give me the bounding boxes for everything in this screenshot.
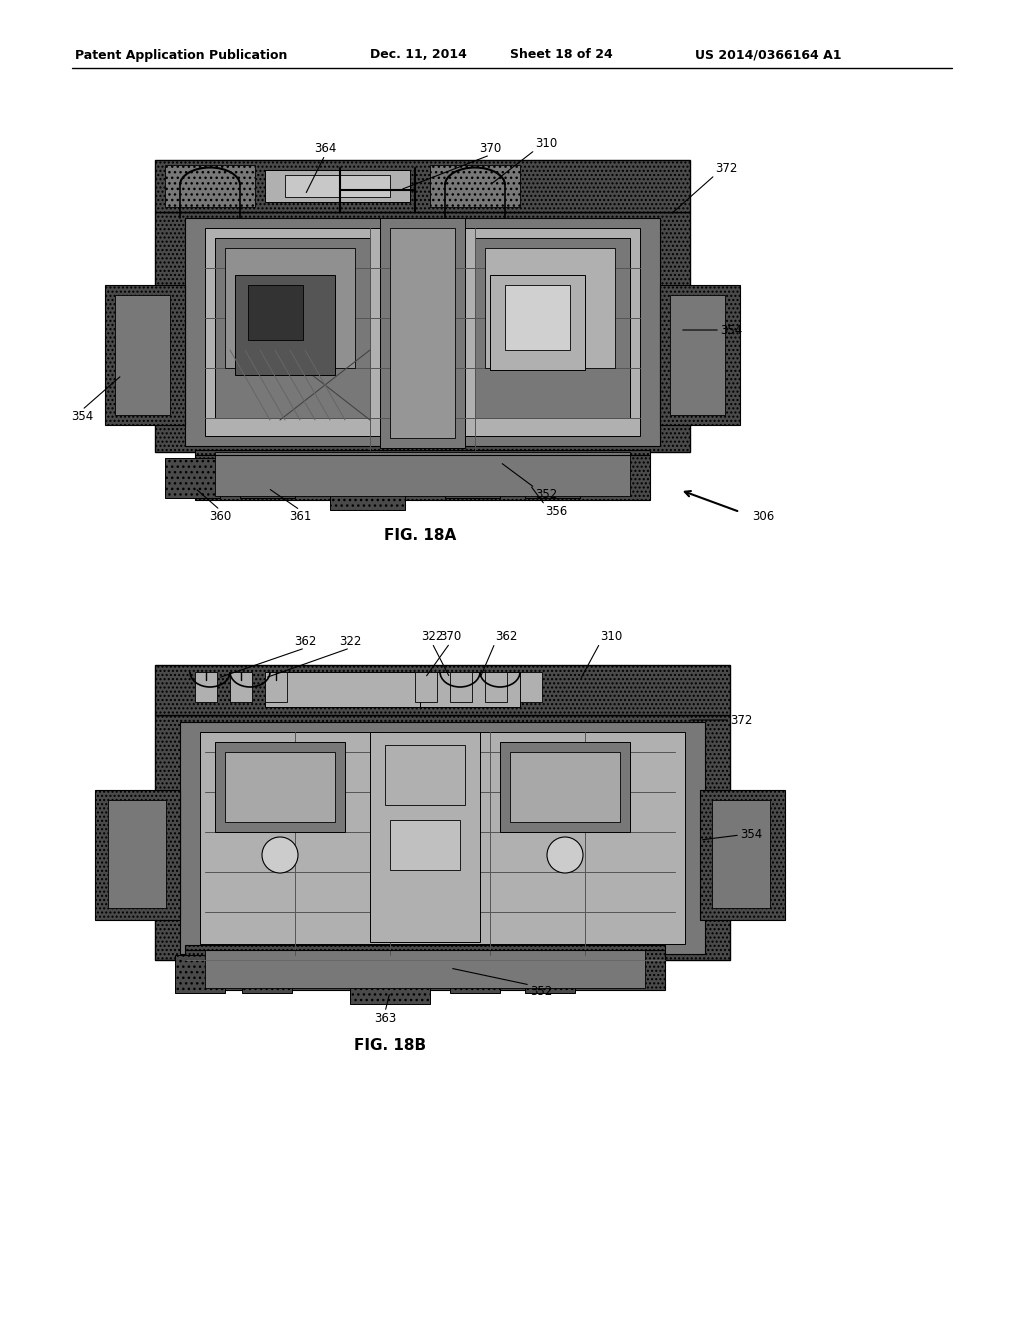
Bar	[490, 275, 585, 370]
Bar	[195, 450, 650, 500]
Bar	[155, 715, 730, 960]
Bar	[380, 218, 465, 447]
Bar	[670, 294, 725, 414]
Bar	[700, 789, 785, 920]
Text: 364: 364	[313, 143, 336, 154]
Bar	[265, 170, 410, 202]
Text: FIG. 18A: FIG. 18A	[384, 528, 456, 543]
Bar	[205, 950, 645, 987]
Bar	[155, 160, 690, 213]
Bar	[185, 218, 660, 446]
Bar	[185, 945, 665, 990]
Bar	[450, 954, 500, 993]
Text: 354: 354	[71, 411, 93, 422]
Bar	[215, 451, 630, 496]
Text: US 2014/0366164 A1: US 2014/0366164 A1	[695, 49, 842, 62]
Text: 361: 361	[289, 510, 311, 523]
Text: 362: 362	[294, 635, 316, 648]
Bar	[390, 228, 455, 438]
Text: 306: 306	[752, 510, 774, 523]
Bar	[475, 238, 630, 418]
Text: Dec. 11, 2014: Dec. 11, 2014	[370, 49, 467, 62]
Bar	[712, 800, 770, 908]
Text: Sheet 18 of 24: Sheet 18 of 24	[510, 49, 612, 62]
Circle shape	[262, 837, 298, 873]
Bar	[155, 213, 690, 451]
Bar	[115, 294, 170, 414]
Text: 360: 360	[209, 510, 231, 523]
Bar	[205, 228, 640, 436]
Text: 310: 310	[600, 630, 623, 643]
Bar	[234, 275, 335, 375]
Bar	[242, 954, 292, 993]
Bar	[390, 820, 460, 870]
Text: 363: 363	[374, 1012, 396, 1026]
Bar	[180, 722, 705, 954]
Bar	[248, 285, 303, 341]
Bar	[485, 248, 615, 368]
Bar	[175, 954, 225, 993]
Bar	[330, 455, 406, 510]
Text: FIG. 18B: FIG. 18B	[354, 1038, 426, 1052]
Bar	[195, 672, 217, 702]
Bar	[485, 672, 507, 702]
Text: 310: 310	[535, 137, 557, 150]
Bar	[225, 248, 355, 368]
Text: 322: 322	[421, 630, 443, 643]
Text: 362: 362	[495, 630, 517, 643]
Text: 322: 322	[339, 635, 361, 648]
Bar	[500, 742, 630, 832]
Bar	[510, 752, 620, 822]
Bar	[105, 285, 185, 425]
Bar	[505, 285, 570, 350]
Text: 354: 354	[740, 829, 762, 842]
Bar	[660, 285, 740, 425]
Bar	[445, 458, 500, 498]
Bar	[225, 752, 335, 822]
Text: 352: 352	[530, 985, 552, 998]
Bar	[370, 733, 480, 942]
Text: 356: 356	[545, 506, 567, 517]
Bar	[285, 176, 390, 197]
Bar	[230, 672, 252, 702]
Text: 354: 354	[720, 323, 742, 337]
Bar	[385, 744, 465, 805]
Bar	[350, 952, 430, 1005]
Bar	[165, 165, 255, 207]
Bar	[165, 458, 220, 498]
Text: 352: 352	[535, 488, 557, 502]
Text: 372: 372	[730, 714, 753, 726]
Text: Patent Application Publication: Patent Application Publication	[75, 49, 288, 62]
Bar	[265, 672, 287, 702]
Bar	[240, 458, 295, 498]
Bar	[155, 665, 730, 715]
Bar	[430, 165, 520, 207]
Bar	[520, 672, 542, 702]
Bar	[415, 672, 437, 702]
Bar	[215, 742, 345, 832]
Bar	[420, 672, 520, 708]
Text: 370: 370	[479, 143, 501, 154]
Bar	[95, 789, 180, 920]
Bar	[108, 800, 166, 908]
Bar	[215, 238, 370, 418]
Circle shape	[547, 837, 583, 873]
Bar	[525, 954, 575, 993]
Bar	[265, 672, 420, 708]
Bar	[450, 672, 472, 702]
Bar	[200, 733, 685, 944]
Text: 372: 372	[715, 162, 737, 176]
Text: 370: 370	[439, 630, 461, 643]
Bar	[525, 458, 580, 498]
